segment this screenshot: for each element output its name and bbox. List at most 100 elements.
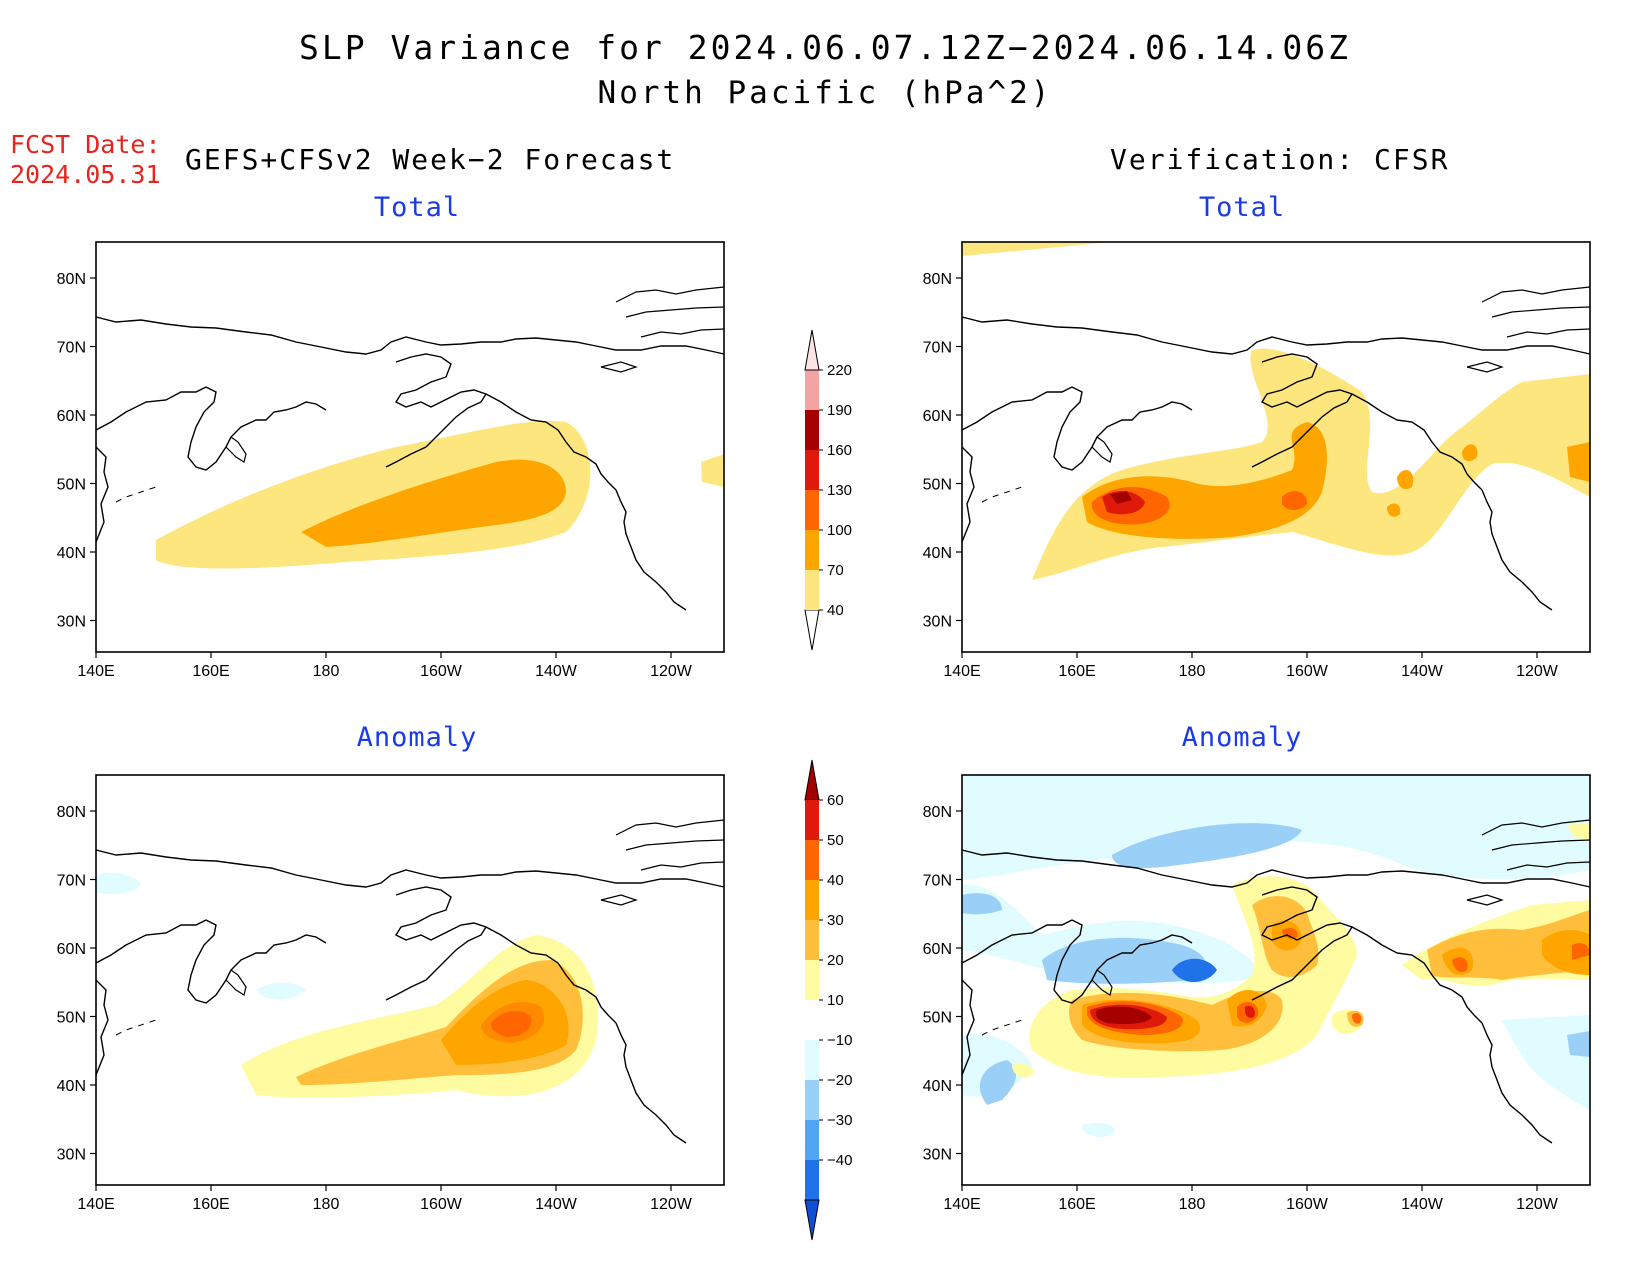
colorbar-anomaly-tail — [804, 1199, 820, 1241]
lat-label-forecast-total: 80N — [57, 271, 86, 288]
lat-label-verification-total: 40N — [923, 545, 952, 562]
lat-label-forecast-total: 30N — [57, 614, 86, 631]
lon-label-forecast-total: 140E — [77, 663, 114, 680]
colorbar-anomaly-swatch — [805, 840, 819, 880]
lon-label-verification-anomaly: 140W — [1401, 1196, 1444, 1213]
colorbar-total-label: 190 — [827, 402, 852, 419]
map-verification-anomaly — [961, 774, 1591, 1186]
colorbar-total-label: 220 — [827, 362, 852, 379]
lat-label-forecast-anomaly: 40N — [57, 1078, 86, 1095]
lat-label-forecast-anomaly: 60N — [57, 941, 86, 958]
lon-label-forecast-total: 140W — [535, 663, 578, 680]
colorbar-total-swatch — [805, 490, 819, 530]
colorbar-total-label: 100 — [827, 522, 852, 539]
lat-label-verification-anomaly: 60N — [923, 941, 952, 958]
lat-label-forecast-anomaly: 30N — [57, 1147, 86, 1164]
lon-label-verification-anomaly: 120W — [1516, 1196, 1559, 1213]
lat-label-verification-anomaly: 30N — [923, 1147, 952, 1164]
lat-label-verification-anomaly: 70N — [923, 873, 952, 890]
lon-label-forecast-anomaly: 160E — [192, 1196, 229, 1213]
colorbar-total-head — [804, 329, 820, 371]
verification-header: Verification: CFSR — [1110, 143, 1450, 176]
lon-label-forecast-total: 180 — [313, 663, 340, 680]
lon-label-forecast-total: 120W — [650, 663, 693, 680]
lat-label-verification-total: 70N — [923, 340, 952, 357]
colorbar-anomaly-swatch — [805, 1000, 819, 1040]
lat-label-verification-total: 50N — [923, 477, 952, 494]
colorbar-anomaly-swatch — [805, 920, 819, 960]
lat-label-forecast-anomaly: 50N — [57, 1010, 86, 1027]
lon-label-verification-anomaly: 160E — [1058, 1196, 1095, 1213]
lat-label-forecast-total: 60N — [57, 408, 86, 425]
lon-label-verification-total: 140W — [1401, 663, 1444, 680]
colorbar-anomaly-swatch — [805, 880, 819, 920]
panel-title-verification-anomaly: Anomaly — [1181, 722, 1303, 753]
panel-title-verification-total: Total — [1198, 192, 1286, 223]
colorbar-anomaly-swatch — [805, 1160, 819, 1200]
lat-label-forecast-total: 70N — [57, 340, 86, 357]
colorbar-total: 40 70 100 130 160 190 220 — [804, 329, 852, 651]
colorbar-anomaly-label: 50 — [827, 832, 844, 849]
lon-label-verification-total: 140E — [943, 663, 980, 680]
colorbar-anomaly-head — [804, 759, 820, 801]
panel-title-forecast-total: Total — [373, 192, 461, 223]
colorbar-anomaly-label: −40 — [827, 1152, 852, 1169]
lon-label-verification-total: 160W — [1286, 663, 1329, 680]
colorbar-anomaly-label: 10 — [827, 992, 844, 1009]
colorbar-anomaly-swatch — [805, 800, 819, 840]
colorbar-total-label: 160 — [827, 442, 852, 459]
main-subtitle: North Pacific (hPa^2) — [597, 75, 1053, 111]
lat-label-verification-anomaly: 40N — [923, 1078, 952, 1095]
colorbar-anomaly-swatch — [805, 1040, 819, 1080]
lat-label-forecast-anomaly: 70N — [57, 873, 86, 890]
fcst-date-value: 2024.05.31 — [10, 160, 161, 189]
colorbar-total-swatch — [805, 410, 819, 450]
colorbar-total-label: 130 — [827, 482, 852, 499]
forecast-header: GEFS+CFSv2 Week−2 Forecast — [185, 143, 676, 176]
colorbar-total-swatch — [805, 530, 819, 570]
lat-label-forecast-total: 50N — [57, 477, 86, 494]
colorbar-anomaly: 60 50 40 30 20 10 −10 −20 −30 −40 — [804, 759, 852, 1241]
colorbar-anomaly-label: 30 — [827, 912, 844, 929]
colorbar-anomaly-label: −10 — [827, 1032, 852, 1049]
colorbar-total-tail — [804, 609, 820, 651]
lon-label-forecast-anomaly: 180 — [313, 1196, 340, 1213]
lat-label-verification-total: 80N — [923, 271, 952, 288]
colorbar-total-swatch — [805, 570, 819, 610]
lat-label-verification-anomaly: 50N — [923, 1010, 952, 1027]
colorbar-anomaly-label: 20 — [827, 952, 844, 969]
lat-label-verification-anomaly: 80N — [923, 804, 952, 821]
lon-label-forecast-anomaly: 140W — [535, 1196, 578, 1213]
colorbar-anomaly-label: 40 — [827, 872, 844, 889]
lat-label-verification-total: 60N — [923, 408, 952, 425]
colorbar-total-swatch — [805, 370, 819, 410]
colorbar-anomaly-swatch — [805, 960, 819, 1000]
lon-label-verification-total: 160E — [1058, 663, 1095, 680]
colorbar-anomaly-label: −20 — [827, 1072, 852, 1089]
map-verification-total — [961, 241, 1591, 653]
main-title: SLP Variance for 2024.06.07.12Z−2024.06.… — [299, 28, 1351, 67]
colorbar-total-label: 70 — [827, 562, 844, 579]
colorbar-anomaly-label: −30 — [827, 1112, 852, 1129]
lon-label-verification-total: 120W — [1516, 663, 1559, 680]
lat-label-forecast-total: 40N — [57, 545, 86, 562]
lon-label-forecast-anomaly: 140E — [77, 1196, 114, 1213]
colorbar-total-swatch — [805, 450, 819, 490]
map-forecast-total — [95, 241, 725, 653]
lat-label-forecast-anomaly: 80N — [57, 804, 86, 821]
panel-title-forecast-anomaly: Anomaly — [356, 722, 478, 753]
lon-label-forecast-total: 160E — [192, 663, 229, 680]
colorbar-anomaly-swatch — [805, 1120, 819, 1160]
lon-label-verification-total: 180 — [1179, 663, 1206, 680]
colorbar-anomaly-label: 60 — [827, 792, 844, 809]
lon-label-verification-anomaly: 160W — [1286, 1196, 1329, 1213]
map-forecast-anomaly — [95, 774, 725, 1186]
lat-label-verification-total: 30N — [923, 614, 952, 631]
lon-label-forecast-total: 160W — [420, 663, 463, 680]
colorbar-total-label: 40 — [827, 602, 844, 619]
colorbar-anomaly-swatch — [805, 1080, 819, 1120]
lon-label-forecast-anomaly: 160W — [420, 1196, 463, 1213]
fcst-date-label: FCST Date: — [10, 130, 161, 159]
lon-label-verification-anomaly: 140E — [943, 1196, 980, 1213]
